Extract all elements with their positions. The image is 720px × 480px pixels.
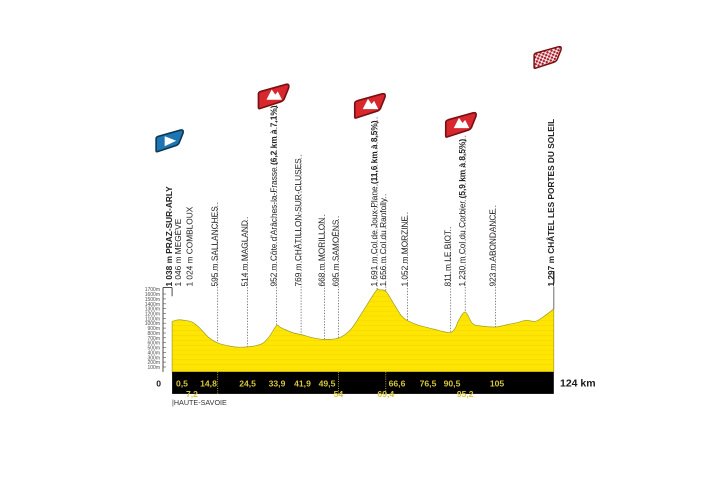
svg-text:76,5: 76,5 [420,378,437,388]
svg-text:811 m LE BIOT: 811 m LE BIOT [443,230,453,287]
svg-text:33,9: 33,9 [269,378,286,388]
svg-text:95,2: 95,2 [457,389,474,399]
svg-text:0: 0 [156,378,161,388]
svg-text:595 m SALLANCHES: 595 m SALLANCHES [210,206,220,287]
svg-text:14,8: 14,8 [200,378,217,388]
svg-text:41,9: 41,9 [294,378,311,388]
svg-text:69,4: 69,4 [377,389,394,399]
svg-text:24,5: 24,5 [239,378,256,388]
svg-text:105: 105 [490,378,505,388]
svg-text:0,5: 0,5 [176,378,188,388]
svg-text:66,6: 66,6 [389,378,406,388]
svg-text:769 m CHÂTILLON-SUR-CLUSES: 769 m CHÂTILLON-SUR-CLUSES [293,158,303,287]
svg-text:100m: 100m [147,365,160,371]
svg-text:90,5: 90,5 [444,378,461,388]
svg-text:|HAUTE-SAVOIE: |HAUTE-SAVOIE [172,398,227,407]
svg-text:124 km: 124 km [560,377,596,389]
svg-text:54: 54 [334,389,344,399]
svg-text:923 m ABONDANCE: 923 m ABONDANCE [487,209,497,287]
svg-text:1 052 m MORZINE: 1 052 m MORZINE [400,215,410,286]
svg-text:952 m Côte d'Arâches-la-Frasse: 952 m Côte d'Arâches-la-Frasse (6,2 km à… [269,105,279,286]
svg-text:514 m MAGLAND: 514 m MAGLAND [240,220,250,286]
svg-text:1 230 m Col du Corbier (5,9 km: 1 230 m Col du Corbier (5,9 km à 8,5%) [457,139,467,287]
svg-text:695 m SAMOËNS: 695 m SAMOËNS [330,219,340,286]
svg-text:49,5: 49,5 [319,378,336,388]
svg-text:1 656 m Col du Ranfolly: 1 656 m Col du Ranfolly [378,197,388,286]
svg-text:1 046 m MEGÈVE: 1 046 m MEGÈVE [173,218,183,286]
svg-text:1 297 m CHÂTEL LES PORTES DU S: 1 297 m CHÂTEL LES PORTES DU SOLEIL [545,119,556,287]
svg-text:668 m MORILLON: 668 m MORILLON [317,218,327,287]
svg-text:1 024 m COMBLOUX: 1 024 m COMBLOUX [185,206,195,286]
